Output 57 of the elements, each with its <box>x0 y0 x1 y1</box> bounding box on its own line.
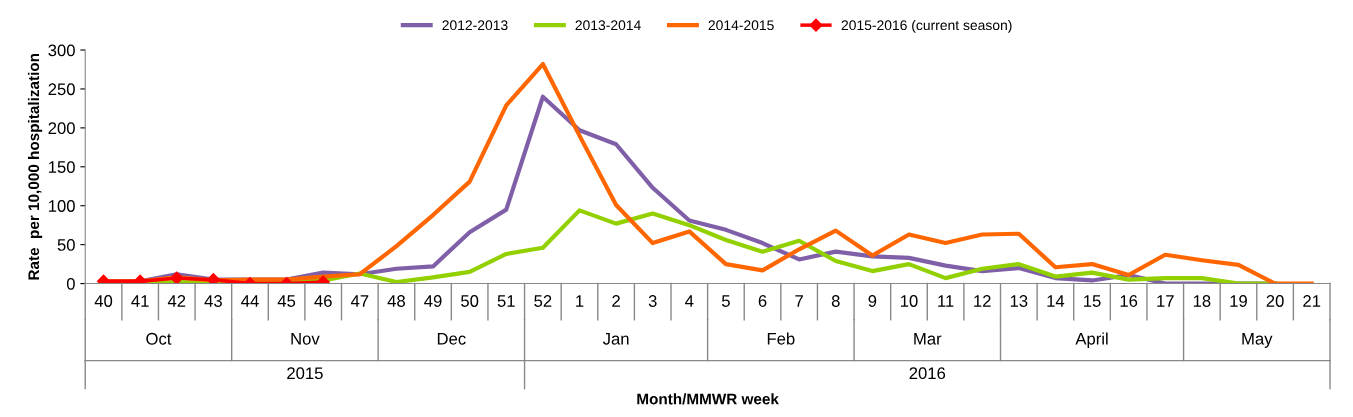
text: Nov <box>291 333 320 345</box>
text: Month/MMWR week <box>637 393 779 405</box>
text: 2016 <box>909 367 946 380</box>
x-tick-label: 40 <box>94 295 113 307</box>
text: Jan <box>602 333 629 345</box>
y-axis-title: Rate per 10,000 hospitalization <box>27 53 43 280</box>
x-tick-label: 45 <box>277 295 296 307</box>
text: 2015 <box>287 367 323 380</box>
x-tick-label: 6 <box>758 295 767 307</box>
y-tick-label: 150 <box>48 161 75 173</box>
x-tick-label: 10 <box>900 295 918 307</box>
x-tick-label: 13 <box>1010 295 1028 307</box>
x-tick-label: 2 <box>612 295 620 307</box>
x-tick-label: 1 <box>576 295 584 307</box>
x-tick-label: 15 <box>1084 295 1101 307</box>
y-tick-label: 100 <box>48 200 75 212</box>
y-tick-label: 250 <box>48 83 75 96</box>
x-tick-label: 4 <box>685 295 694 307</box>
x-tick-label: 18 <box>1193 295 1211 307</box>
text: Dec <box>437 333 466 345</box>
legend-label: 2013-2014 <box>575 20 641 31</box>
legend-label: 2014-2015 <box>708 20 774 31</box>
x-tick-label: 42 <box>167 295 186 307</box>
x-tick-label: 19 <box>1230 295 1247 307</box>
x-tick-label: 9 <box>868 295 877 307</box>
x-tick-label: 47 <box>350 295 369 307</box>
x-tick-label: 5 <box>721 295 730 307</box>
text: Oct <box>146 332 172 345</box>
y-tick-label: 50 <box>57 239 75 251</box>
y-tick-label: 0 <box>66 277 75 290</box>
text: Feb <box>767 332 795 345</box>
text: Mar <box>914 333 942 345</box>
x-tick-label: 3 <box>648 295 657 307</box>
x-tick-label: 11 <box>938 295 954 307</box>
x-tick-label: 43 <box>204 295 222 307</box>
x-tick-label: 21 <box>1303 295 1321 307</box>
x-tick-label: 49 <box>424 295 442 307</box>
x-tick-label: 17 <box>1157 295 1174 307</box>
x-tick-label: 20 <box>1266 295 1284 307</box>
x-tick-label: 8 <box>831 295 840 307</box>
y-tick-label: 300 <box>48 44 75 57</box>
y-tick-label: 200 <box>48 122 75 135</box>
x-tick-label: 52 <box>534 295 552 307</box>
x-tick-label: 46 <box>314 295 332 307</box>
x-tick-label: 14 <box>1047 295 1065 307</box>
text: April <box>1075 332 1108 348</box>
x-tick-label: 48 <box>387 295 405 307</box>
x-tick-label: 7 <box>795 295 803 307</box>
text: May <box>1242 333 1273 348</box>
x-tick-label: 44 <box>241 295 259 307</box>
legend-label: 2015-2016 (current season) <box>841 19 1012 33</box>
x-tick-label: 51 <box>497 295 515 307</box>
x-tick-label: 12 <box>974 295 991 307</box>
x-tick-label: 50 <box>461 295 479 307</box>
x-tick-label: 41 <box>131 295 149 307</box>
x-tick-label: 16 <box>1120 295 1138 307</box>
legend-label: 2012-2013 <box>442 20 508 31</box>
